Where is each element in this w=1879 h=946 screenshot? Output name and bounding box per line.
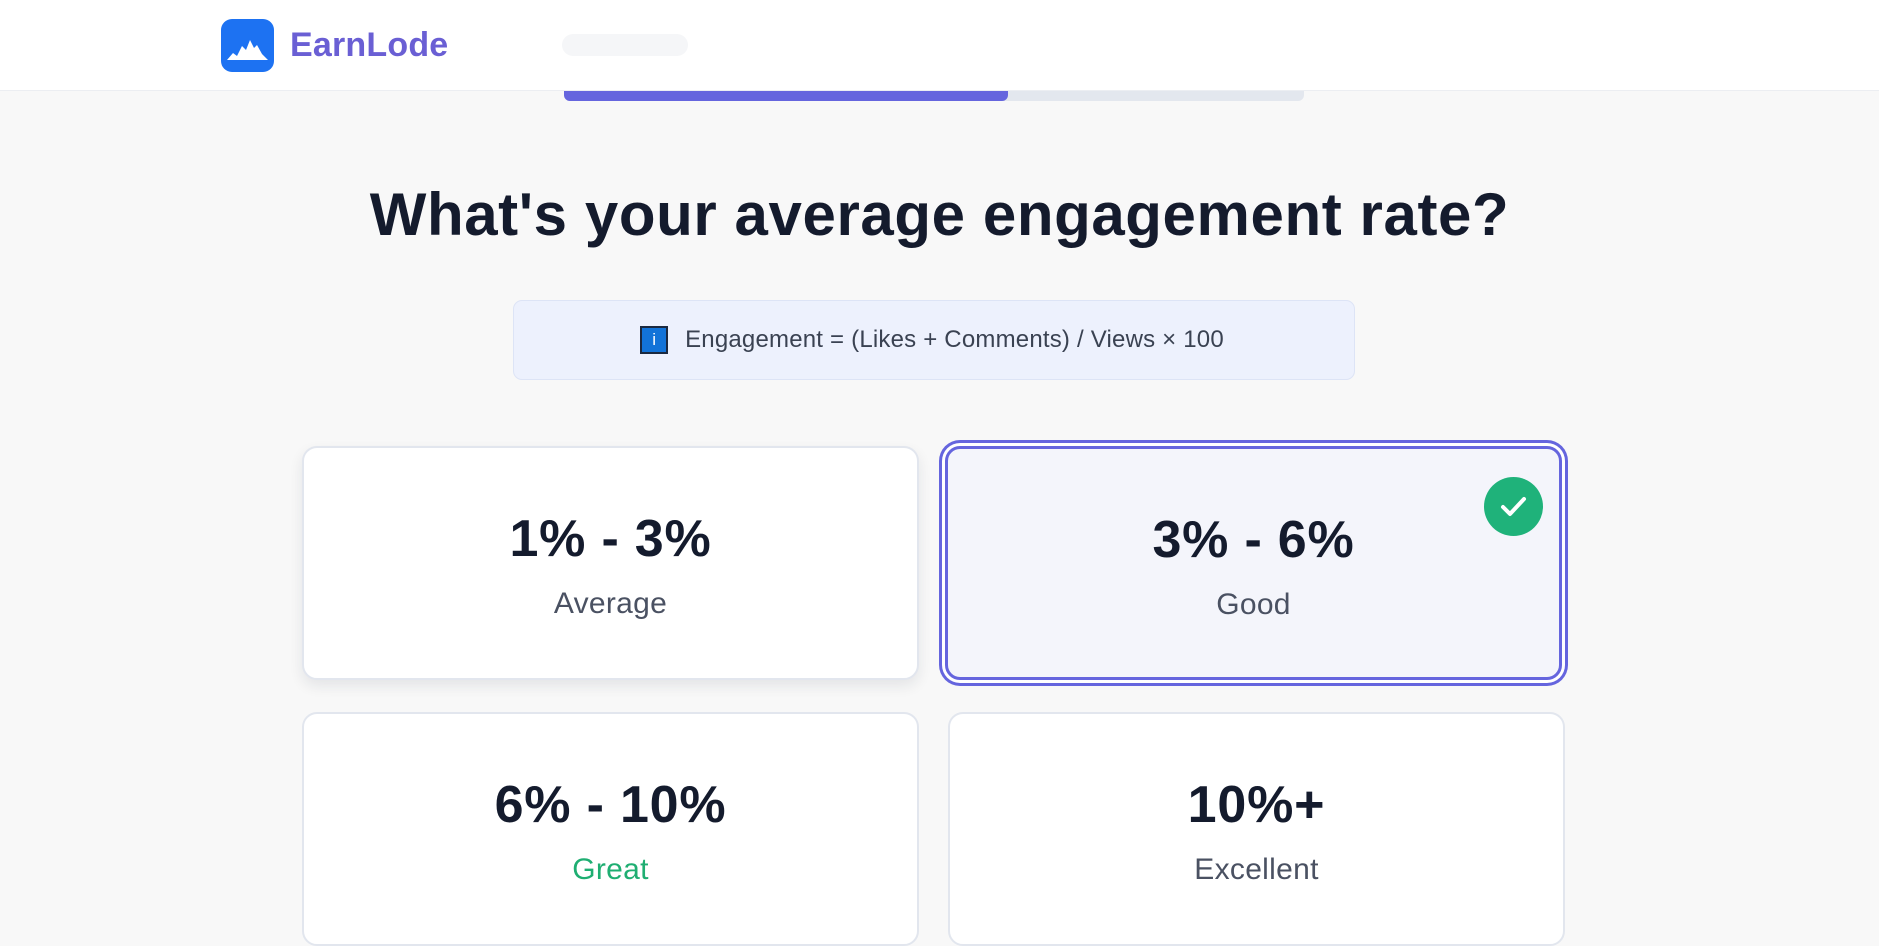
page-title: What's your average engagement rate? — [369, 181, 1510, 248]
option-card-good[interactable]: 3% - 6% Good — [945, 446, 1562, 680]
option-label: Average — [553, 587, 668, 620]
option-card-excellent[interactable]: 10%+ Excellent — [948, 712, 1565, 946]
check-icon — [1484, 477, 1543, 536]
option-card-great[interactable]: 6% - 10% Great — [302, 712, 919, 946]
option-label: Great — [572, 853, 649, 886]
option-value: 3% - 6% — [1152, 511, 1355, 569]
option-label: Excellent — [1194, 853, 1319, 886]
info-box: i Engagement = (Likes + Comments) / View… — [513, 300, 1355, 380]
progress-fill — [564, 90, 1008, 101]
engagement-formula: Engagement = (Likes + Comments) / Views … — [685, 326, 1224, 353]
step-indicator — [562, 34, 688, 56]
progress-bar — [564, 90, 1304, 101]
top-header: EarnLode — [0, 0, 1879, 91]
option-value: 1% - 3% — [509, 510, 712, 568]
option-card-average[interactable]: 1% - 3% Average — [302, 446, 919, 680]
option-value: 10%+ — [1187, 776, 1326, 834]
option-label: Good — [1216, 588, 1291, 621]
mountain-logo-icon[interactable] — [221, 19, 274, 72]
brand-name[interactable]: EarnLode — [290, 26, 449, 64]
option-value: 6% - 10% — [494, 776, 727, 834]
info-icon: i — [640, 326, 669, 354]
